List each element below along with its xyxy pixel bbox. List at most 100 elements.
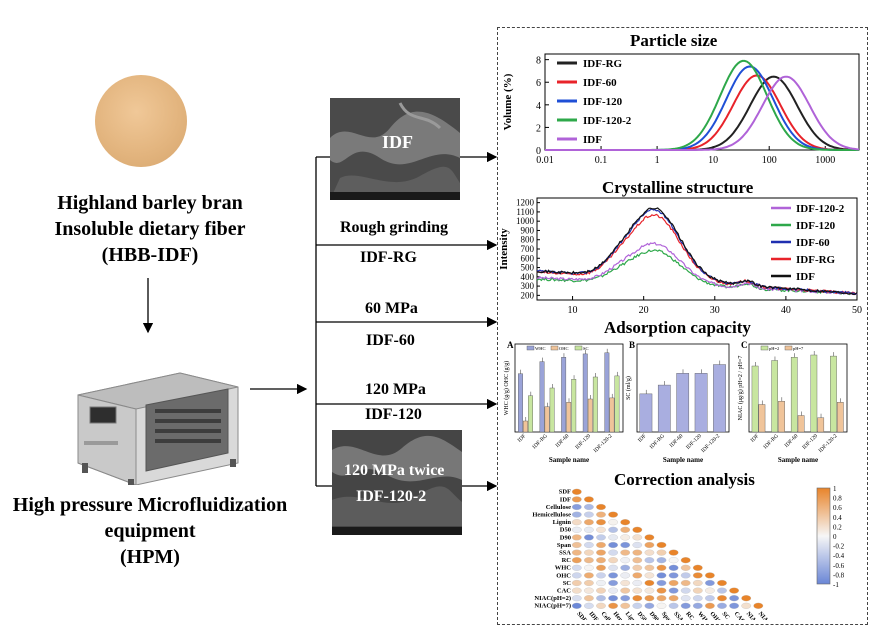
equipment-name-line-3: (HPM) xyxy=(120,546,180,568)
correlation-cell xyxy=(584,541,594,549)
correlation-cell xyxy=(608,602,618,609)
correlation-cell xyxy=(632,587,643,594)
correlation-cell xyxy=(692,587,703,594)
correlation-cell xyxy=(584,587,594,594)
bar xyxy=(566,402,572,433)
column-label: SSA xyxy=(672,610,685,620)
y-tick-label: 400 xyxy=(521,272,535,282)
y-tick-label: 0 xyxy=(536,146,541,157)
category-label: IDF xyxy=(517,433,528,444)
y-tick-label: 700 xyxy=(521,244,535,254)
fiber-name: Highland barley bran Insoluble dietary f… xyxy=(0,190,300,268)
category-label: IDF-120 xyxy=(801,433,819,451)
particle-size-title: Particle size xyxy=(630,31,718,50)
correlation-cell xyxy=(668,587,679,594)
correlation-title: Correction analysis xyxy=(614,470,755,489)
scale-tick-label: -0.2 xyxy=(833,543,845,551)
column-label: Cellulose xyxy=(599,610,620,620)
correlation-cell xyxy=(571,557,582,564)
bar xyxy=(657,384,671,433)
correlation-cell xyxy=(608,595,618,602)
correlation-cell xyxy=(656,541,667,549)
particle-size-chart: 0.01 0.1 1 10 100 1000 0 2 4 6 8 Volume (%) IDF-RG ID… xyxy=(502,53,860,166)
bar xyxy=(609,397,615,433)
y-tick-label: 500 xyxy=(521,263,535,273)
correlation-cell xyxy=(596,572,606,579)
correlation-cell xyxy=(632,526,643,533)
correlation-cell xyxy=(596,534,606,541)
bar xyxy=(639,393,653,433)
column-label: WHC xyxy=(696,610,711,620)
correlation-cell xyxy=(571,503,582,511)
y-tick-label: 600 xyxy=(521,253,535,263)
correlation-cell xyxy=(596,564,606,571)
fiber-name-line-2: Insoluble dietary fiber xyxy=(54,218,246,240)
legend-label: IDF-RG xyxy=(796,254,836,266)
correlation-cell xyxy=(753,602,764,609)
correlation-cell xyxy=(620,564,631,571)
step-2-bottom: IDF-60 xyxy=(366,332,415,349)
bar xyxy=(571,379,577,433)
correlation-cell xyxy=(571,496,582,503)
correlation-cell xyxy=(705,602,715,609)
sem-image-idf-120-2 xyxy=(332,430,462,535)
correlation-cell xyxy=(584,549,594,556)
correlation-cell xyxy=(584,526,594,533)
correlation-cell xyxy=(596,602,606,609)
results-panel xyxy=(497,27,868,625)
crystalline-title: Crystalline structure xyxy=(602,178,754,197)
step-1-bottom: IDF-RG xyxy=(360,249,417,266)
correlation-cell xyxy=(571,519,582,526)
category-label: IDF-120 xyxy=(685,433,703,451)
scale-tick-label: 1 xyxy=(833,486,837,493)
category-label: IDF-120-2 xyxy=(818,433,839,454)
correlation-cell xyxy=(644,541,655,549)
correlation-cell xyxy=(717,595,727,602)
correlation-cell xyxy=(644,587,655,594)
correlation-cell xyxy=(596,541,606,549)
correlation-cell xyxy=(668,549,679,556)
sem-top-label: IDF xyxy=(382,132,413,152)
correlation-cell xyxy=(608,534,618,541)
x-tick-label: 100 xyxy=(762,155,777,166)
category-label: IDF xyxy=(750,433,761,444)
correlation-cell xyxy=(705,572,715,579)
series-line xyxy=(536,241,858,296)
correlation-cell xyxy=(596,526,606,533)
row-label: Lignin xyxy=(553,519,572,526)
scale-tick-label: 0.2 xyxy=(833,523,842,531)
correlation-cell xyxy=(571,549,582,556)
row-label: WHC xyxy=(555,565,572,572)
correlation-cell xyxy=(741,602,752,609)
correlation-cell xyxy=(668,579,679,587)
correlation-cell xyxy=(584,534,594,541)
x-axis-label: Sample name xyxy=(778,456,818,464)
correlation-cell xyxy=(571,488,582,495)
correlation-cell xyxy=(632,534,643,541)
legend-label: IDF-120 xyxy=(796,220,836,232)
correlation-cell xyxy=(608,587,618,594)
legend-label: SC xyxy=(583,346,589,351)
correlation-cell xyxy=(668,595,679,602)
microfluidizer-illustration xyxy=(77,372,239,485)
bar xyxy=(694,373,708,433)
y-tick-label: 6 xyxy=(536,78,541,89)
y-axis-label: Intensity xyxy=(499,228,510,270)
correlation-cell xyxy=(596,557,606,564)
correlation-cell xyxy=(632,557,643,564)
correlation-cell xyxy=(584,572,594,579)
correlation-cell xyxy=(705,595,715,602)
legend-label: pH=2 xyxy=(769,346,779,351)
row-label: NIAC(pH=2) xyxy=(534,595,571,602)
correlation-cell xyxy=(644,602,655,609)
column-label: D90 xyxy=(648,610,660,620)
correlation-cell xyxy=(656,587,667,594)
bran-powder-photo xyxy=(95,75,187,167)
correlation-cell xyxy=(620,572,631,579)
correlation-cell xyxy=(608,519,618,526)
legend-swatch xyxy=(550,345,559,351)
correlation-cell xyxy=(656,595,667,602)
correlation-cell xyxy=(571,511,582,518)
legend-label: OHC xyxy=(559,346,569,351)
correlation-cell xyxy=(632,602,643,609)
